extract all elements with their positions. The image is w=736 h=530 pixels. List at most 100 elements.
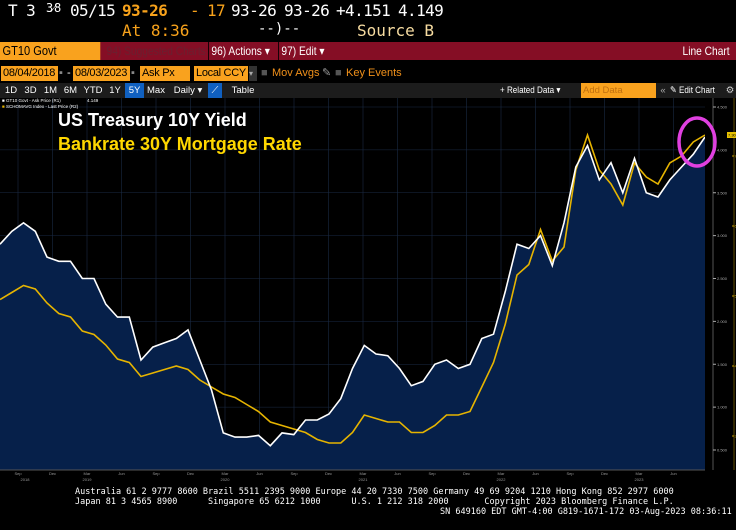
yield-ask: 4.149 — [398, 1, 444, 20]
legend: ■ GT10 Govt - Ask Price (R1) 4.149 ■ SCH… — [2, 98, 98, 109]
gear-icon[interactable]: ⚙ — [725, 85, 735, 96]
field-select[interactable]: Ask Px — [140, 66, 190, 81]
key-events-checkbox[interactable]: ■ — [335, 67, 342, 79]
left-tick-label: 4.500 — [717, 105, 728, 110]
chart[interactable]: 0.500 1.000 1.500 2.000 2.500 3.000 3.500 4.000… — [0, 98, 736, 488]
collapse-icon[interactable]: « — [660, 85, 666, 96]
right-tick-label: 3.00 — [735, 434, 736, 439]
tab-1y[interactable]: 1Y — [109, 85, 121, 96]
chart-title-mortgage: Bankrate 30Y Mortgage Rate — [58, 134, 302, 154]
x-tick-label: Jun — [394, 471, 400, 476]
x-tick-label: Sep — [290, 471, 298, 476]
x-tick-label: Dec — [601, 471, 608, 476]
legend-label: SCHOMAVG Index - Last Price (R2) — [5, 103, 79, 109]
year-label: 2022 — [497, 477, 507, 482]
axis-panel — [705, 98, 736, 470]
edit-button[interactable]: 97) Edit ▾ — [278, 42, 327, 60]
key-events-label: Key Events — [346, 67, 402, 79]
year-label: 2023 — [635, 477, 645, 482]
edit-chart-button[interactable]: ✎ Edit Chart — [670, 83, 715, 98]
coupon-fraction: 3⁄8 — [46, 1, 61, 15]
left-tick-label: 2.000 — [717, 319, 728, 324]
start-date-input[interactable]: 08/04/2018 — [1, 66, 58, 81]
treasury-area — [0, 137, 705, 470]
legend-item[interactable]: ■ SCHOMAVG Index - Last Price (R2) — [2, 104, 98, 110]
legend-item[interactable]: ■ GT10 Govt - Ask Price (R1) 4.149 — [2, 98, 98, 104]
calendar-icon[interactable]: ▪ — [59, 67, 63, 79]
calendar-icon[interactable]: ▪ — [131, 67, 135, 79]
actions-button[interactable]: 96) Actions ▾ — [208, 42, 272, 60]
treasury-line — [0, 136, 706, 447]
legend-swatch: ■ — [2, 98, 5, 103]
change: --)-- — [258, 21, 301, 37]
left-tick-label: 4.000 — [717, 147, 728, 152]
ask: 93-26 — [231, 1, 277, 20]
date-separator: - — [67, 67, 71, 79]
suggested-charts-button[interactable]: 94) Suggested Charts — [106, 44, 206, 58]
tab-5y[interactable]: 5Y — [125, 83, 144, 98]
legend-value: 4.149 — [87, 98, 99, 103]
x-tick-label: Mar — [222, 471, 230, 476]
add-data-input[interactable]: Add Data — [581, 83, 656, 98]
x-tick-label: Sep — [14, 471, 22, 476]
pencil-icon[interactable]: ✎ — [322, 67, 332, 79]
security: T 3 — [8, 1, 36, 20]
last-value-label: 7.30 — [728, 133, 736, 138]
x-tick-label: Jun — [532, 471, 538, 476]
x-tick-label: Dec — [463, 471, 470, 476]
chart-type-label: Line Chart — [682, 44, 730, 58]
frequency-select[interactable]: Daily ▾ — [173, 85, 203, 96]
related-data-button[interactable]: + Related Data ▾ — [500, 85, 561, 96]
ask2: 93-26 — [284, 1, 330, 20]
tab-ytd[interactable]: YTD — [83, 85, 103, 96]
maturity: 05/15 — [70, 1, 116, 20]
toolbar: GT10 Govt 94) Suggested Charts 96) Actio… — [0, 42, 736, 60]
tab-3d[interactable]: 3D — [24, 85, 37, 96]
right-tick-label: 5.00 — [735, 294, 736, 299]
x-tick-label: Mar — [636, 471, 644, 476]
end-date-input[interactable]: 08/03/2023 — [73, 66, 130, 81]
dash: - — [190, 1, 200, 20]
x-tick-label: Mar — [360, 471, 368, 476]
mov-avgs-label[interactable]: Mov Avgs — [272, 67, 320, 79]
year-label: 2019 — [83, 477, 93, 482]
footer-line-2: Japan 81 3 4565 8900 Singapore 65 6212 1… — [75, 497, 674, 507]
left-tick-label: 1.500 — [717, 362, 728, 367]
left-tick-label: 2.500 — [717, 276, 728, 281]
x-tick-label: Sep — [566, 471, 574, 476]
year-label: 2020 — [221, 477, 231, 482]
size: 17 — [207, 1, 226, 20]
source: Source B — [357, 21, 435, 40]
footer-line-1: Australia 61 2 9777 8600 Brazil 5511 239… — [75, 487, 674, 497]
legend-swatch: ■ — [2, 103, 5, 109]
footer-line-3: SN 649160 EDT GMT-4:00 G819-1671-172 03-… — [440, 507, 732, 517]
x-tick-label: Jun — [118, 471, 124, 476]
mov-avgs-checkbox[interactable]: ■ — [261, 67, 268, 79]
bid: 93-26 — [122, 1, 168, 20]
time: At 8:36 — [122, 21, 190, 40]
tab-1m[interactable]: 1M — [43, 85, 58, 96]
last-value-badge — [727, 132, 736, 138]
ticker-input[interactable]: GT10 Govt — [0, 42, 101, 60]
year-label: 2021 — [359, 477, 369, 482]
highlight-circle — [677, 116, 717, 168]
tab-1d[interactable]: 1D — [4, 85, 18, 96]
chart-title-treasury: US Treasury 10Y Yield — [58, 110, 247, 130]
pencil-icon: ✎ — [670, 85, 677, 96]
currency-select[interactable]: Local CCY — [194, 66, 248, 81]
x-tick-label: Dec — [49, 471, 56, 476]
x-tick-label: Sep — [152, 471, 160, 476]
left-tick-label: 0.500 — [717, 448, 728, 453]
mortgage-line — [0, 132, 706, 444]
line-chart-icon[interactable]: ⟋ — [208, 83, 222, 98]
year-label: 2018 — [21, 477, 31, 482]
left-tick-label: 3.500 — [717, 190, 728, 195]
chevron-down-icon[interactable]: ▾ — [249, 66, 257, 81]
x-tick-label: Dec — [325, 471, 332, 476]
left-tick-label: 1.000 — [717, 405, 728, 410]
tab-max[interactable]: Max — [147, 85, 165, 96]
tab-6m[interactable]: 6M — [63, 85, 78, 96]
legend-label: GT10 Govt - Ask Price (R1) — [5, 98, 61, 103]
tab-table[interactable]: Table — [231, 85, 255, 96]
x-tick-label: Mar — [498, 471, 506, 476]
